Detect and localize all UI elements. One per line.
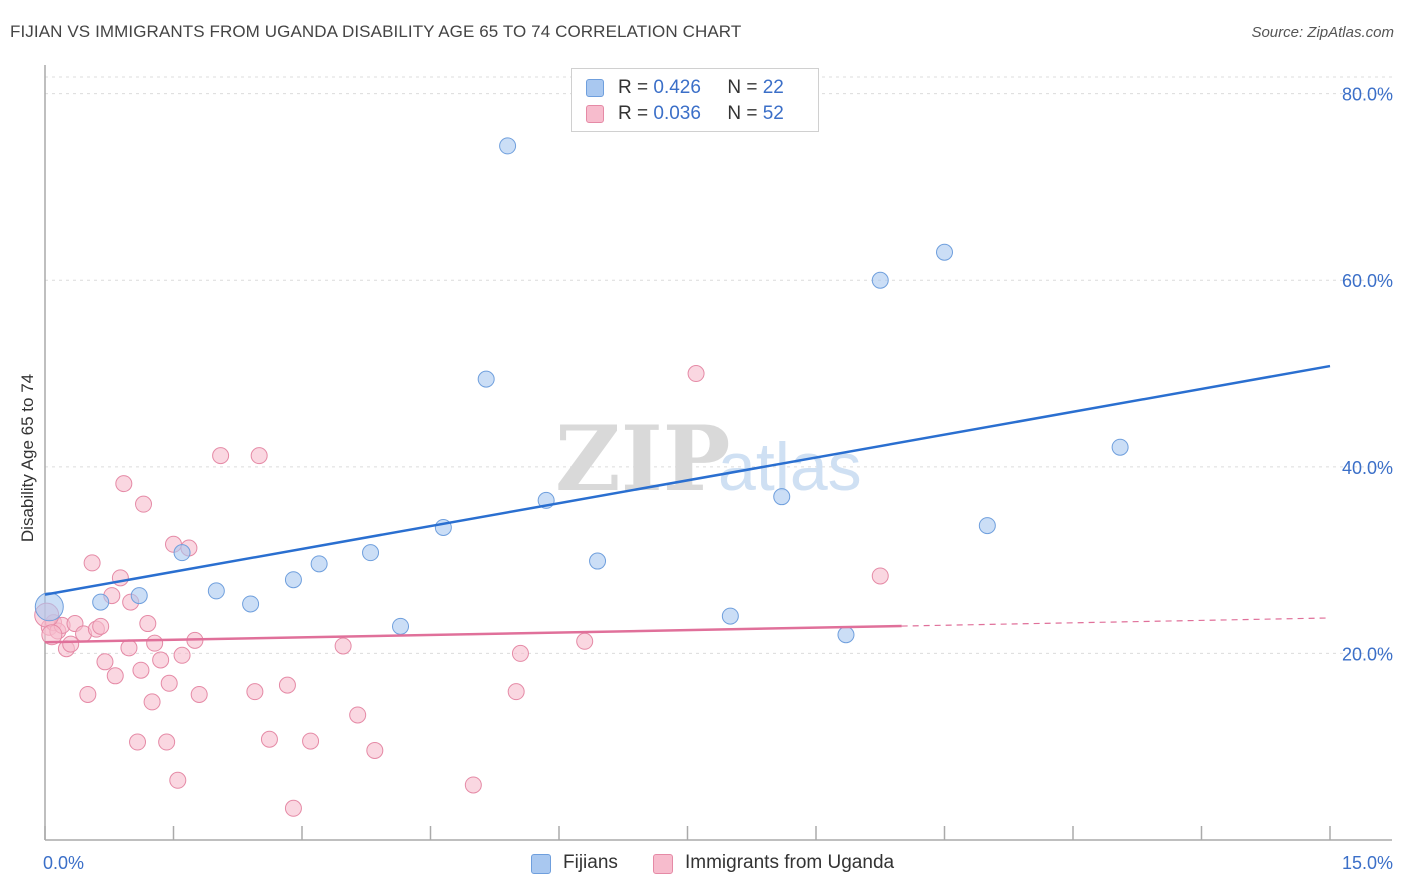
point-fijians xyxy=(207,582,225,600)
point-uganda xyxy=(120,639,138,657)
y-tick-label: 20.0% xyxy=(1342,644,1393,664)
point-uganda xyxy=(190,685,208,703)
point-uganda xyxy=(115,475,133,493)
point-fijians xyxy=(284,571,302,589)
point-fijians xyxy=(721,607,739,625)
point-fijians xyxy=(837,626,855,644)
point-fijians xyxy=(499,137,517,155)
y-tick-label: 60.0% xyxy=(1342,271,1393,291)
point-fijians xyxy=(978,517,996,535)
legend-r-label: R = xyxy=(618,103,649,124)
point-fijians xyxy=(871,271,889,289)
watermark-atlas: atlas xyxy=(718,429,862,505)
trend-lines xyxy=(44,364,1331,644)
y-tick-label: 80.0% xyxy=(1342,85,1393,105)
watermark-zip: ZIP xyxy=(555,406,730,512)
point-fijians xyxy=(936,243,953,261)
legend-n-value-uganda: 52 xyxy=(762,103,784,124)
point-uganda xyxy=(260,730,278,748)
point-fijians xyxy=(392,617,410,635)
point-uganda xyxy=(212,447,230,465)
point-uganda xyxy=(41,624,63,646)
point-fijians xyxy=(1111,438,1129,456)
point-fijians xyxy=(773,488,791,506)
point-uganda xyxy=(576,632,594,650)
data-points xyxy=(34,137,1129,817)
point-fijians xyxy=(242,595,260,613)
point-uganda xyxy=(83,554,101,572)
legend-swatch-uganda xyxy=(586,105,604,123)
point-fijians xyxy=(34,592,64,622)
point-uganda xyxy=(152,651,170,669)
trend-line-fijians xyxy=(44,364,1331,596)
point-uganda xyxy=(106,667,124,685)
point-fijians xyxy=(310,555,328,573)
x-tick-label-min: 0.0% xyxy=(43,853,84,873)
legend-text-uganda: R = 0.036 N = 52 xyxy=(618,103,784,125)
point-uganda xyxy=(79,685,97,703)
trend-line-extension-uganda xyxy=(901,617,1331,627)
axes xyxy=(44,65,1392,841)
trend-line-uganda xyxy=(44,624,902,644)
point-uganda xyxy=(511,644,529,662)
legend: R = 0.426 N = 22 R = 0.036 N = 52 xyxy=(571,68,819,132)
y-tick-label: 40.0% xyxy=(1342,458,1393,478)
point-uganda xyxy=(246,683,264,701)
point-uganda xyxy=(135,495,153,513)
point-uganda xyxy=(507,683,525,701)
point-uganda xyxy=(871,567,889,585)
legend-r-value-uganda: 0.036 xyxy=(653,103,701,124)
grid-lines xyxy=(45,76,1392,654)
bottom-legend-swatch-fijians xyxy=(531,854,551,874)
point-fijians xyxy=(130,587,148,605)
tick-labels: 20.0% 40.0% 60.0% 80.0% 0.0% 15.0% xyxy=(43,85,1393,873)
point-uganda xyxy=(96,653,114,671)
point-uganda xyxy=(687,365,705,383)
point-uganda xyxy=(278,676,296,694)
point-uganda xyxy=(302,732,320,750)
point-uganda xyxy=(129,733,147,751)
point-fijians xyxy=(92,593,110,611)
point-uganda xyxy=(143,693,161,711)
x-tick-label-max: 15.0% xyxy=(1342,853,1393,873)
point-fijians xyxy=(589,552,607,570)
point-uganda xyxy=(169,771,187,789)
point-uganda xyxy=(250,447,268,465)
bottom-legend-swatch-uganda xyxy=(653,854,673,874)
point-uganda xyxy=(160,674,178,692)
point-fijians xyxy=(173,544,191,562)
point-uganda xyxy=(146,634,164,652)
legend-swatch-fijians xyxy=(586,79,604,97)
point-fijians xyxy=(477,370,495,388)
chart-source: Source: ZipAtlas.com xyxy=(1251,24,1394,41)
legend-r-label: R = xyxy=(618,77,649,98)
legend-n-value-fijians: 22 xyxy=(762,77,784,98)
bottom-legend-label-uganda: Immigrants from Uganda xyxy=(685,852,895,873)
legend-r-value-fijians: 0.426 xyxy=(653,77,701,98)
point-uganda xyxy=(334,637,352,655)
point-uganda xyxy=(349,706,367,724)
legend-n-label: N = xyxy=(727,103,758,124)
point-uganda xyxy=(284,799,302,817)
point-uganda xyxy=(464,776,482,794)
point-fijians xyxy=(362,544,380,562)
point-uganda xyxy=(62,635,80,653)
bottom-legend-label-fijians: Fijians xyxy=(563,852,618,873)
legend-text-fijians: R = 0.426 N = 22 xyxy=(618,77,784,99)
point-uganda xyxy=(132,661,150,679)
legend-n-label: N = xyxy=(727,77,758,98)
point-uganda xyxy=(158,733,176,751)
point-uganda xyxy=(366,741,384,759)
point-uganda xyxy=(139,615,157,633)
point-uganda xyxy=(173,646,191,664)
chart-title: FIJIAN VS IMMIGRANTS FROM UGANDA DISABIL… xyxy=(10,22,742,41)
point-uganda xyxy=(92,617,110,635)
